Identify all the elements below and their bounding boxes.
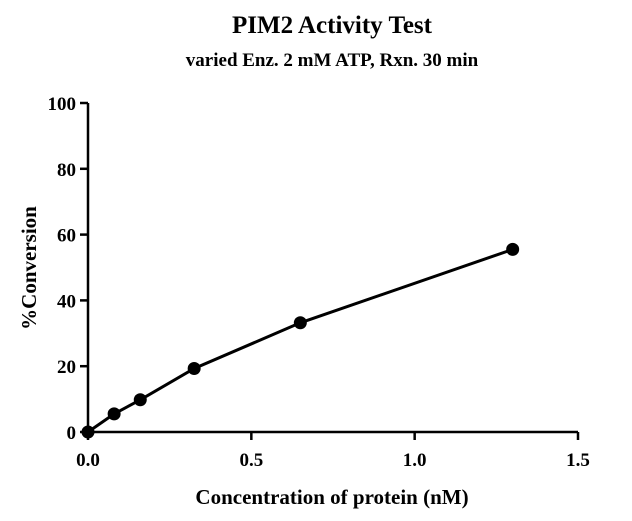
x-tick-label: 1.5 <box>566 450 590 471</box>
y-tick-label: 20 <box>57 357 76 378</box>
y-tick-label: 0 <box>67 423 77 444</box>
data-point <box>107 407 121 421</box>
series-line <box>87 247 514 434</box>
data-point <box>187 362 201 376</box>
data-point <box>133 393 147 407</box>
x-axis-label: Concentration of protein (nM) <box>195 485 468 509</box>
data-point <box>293 316 307 330</box>
chart-title: PIM2 Activity Test <box>232 12 433 39</box>
y-tick-label: 80 <box>57 160 76 181</box>
y-tick-label: 60 <box>57 226 76 247</box>
x-tick-label: 0.0 <box>76 450 100 471</box>
y-tick-label: 40 <box>57 291 76 312</box>
axes: 0 20 40 60 80 100 0.0 0.5 1.0 1.5 <box>48 94 590 471</box>
plot-area <box>81 242 520 439</box>
x-tick-label: 1.0 <box>403 450 427 471</box>
y-axis-label: %Conversion <box>17 206 41 330</box>
data-point <box>506 242 520 256</box>
x-tick-label: 0.5 <box>239 450 263 471</box>
data-point <box>81 425 95 439</box>
y-tick-label: 100 <box>48 94 77 115</box>
chart-subtitle: varied Enz. 2 mM ATP, Rxn. 30 min <box>186 50 479 71</box>
